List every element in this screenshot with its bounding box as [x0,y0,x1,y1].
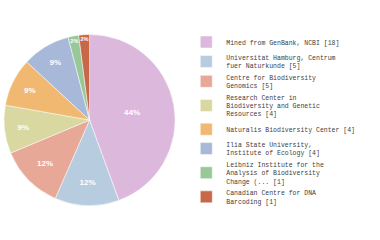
svg-text:Universitat Hamburg, Centrumfu: Universitat Hamburg, Centrumfuer Naturku… [226,55,335,70]
svg-text:Research Center inBiodiversity: Research Center inBiodiversity and Genet… [226,95,320,119]
svg-text:9%: 9% [49,58,61,67]
svg-text:12%: 12% [37,159,53,168]
svg-text:9%: 9% [24,86,36,95]
svg-text:2%: 2% [80,36,88,42]
svg-text:Centre for BiodiversityGenomic: Centre for BiodiversityGenomics [5] [226,75,316,90]
svg-text:9%: 9% [17,123,29,132]
svg-text:Ilia State University,Institut: Ilia State University,Institute of Ecolo… [226,142,320,157]
svg-text:2%: 2% [70,38,78,44]
svg-text:Naturalis Biodiversity Center: Naturalis Biodiversity Center [4] [226,127,355,134]
svg-text:Mined from GenBank, NCBI [18]: Mined from GenBank, NCBI [18] [226,40,339,47]
svg-text:12%: 12% [80,178,96,187]
svg-text:44%: 44% [124,108,140,117]
svg-text:Leibniz Institute for theAnaly: Leibniz Institute for theAnalysis of Bio… [226,162,324,186]
svg-text:Canadian Centre for DNABarcodi: Canadian Centre for DNABarcoding [1] [226,190,316,205]
